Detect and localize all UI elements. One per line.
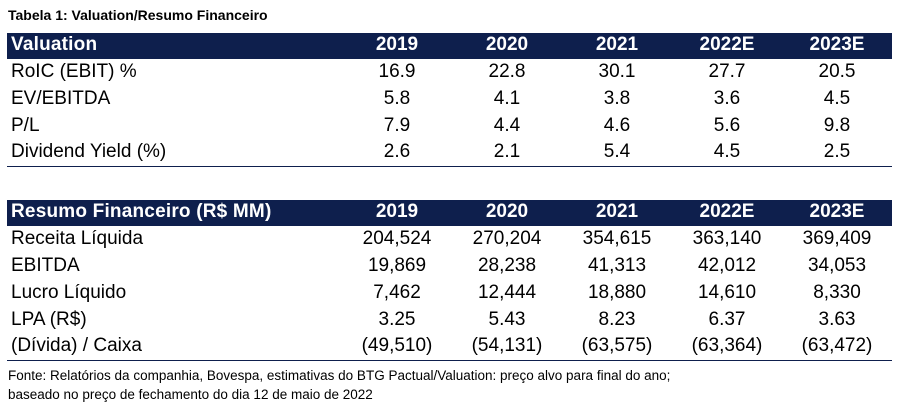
- table-row: RoIC (EBIT) % 16.9 22.8 30.1 27.7 20.5: [7, 58, 892, 85]
- valuation-header-year: 2019: [342, 33, 452, 59]
- row-label: P/L: [11, 114, 40, 136]
- table-row: EV/EBITDA 5.8 4.1 3.8 3.6 4.5: [7, 85, 892, 112]
- valuation-body: RoIC (EBIT) % 16.9 22.8 30.1 27.7 20.5 EV/EBIT…: [7, 58, 892, 167]
- financial-summary-table: Resumo Financeiro (R$ MM) 2019 2020 2021 202…: [7, 200, 892, 361]
- row-value: 9.8: [823, 114, 851, 136]
- row-label: Lucro Líquido: [11, 281, 127, 303]
- financial-summary-header-year: 2022E: [672, 200, 782, 226]
- row-value: 12,444: [477, 281, 537, 303]
- row-value: 2.1: [452, 139, 562, 167]
- table-row: (Dívida) / Caixa (49,510) (54,131) (63,575)…: [7, 333, 892, 361]
- row-value: 30.1: [598, 60, 636, 82]
- source-note-line-2: baseado no preço de fechamento do dia 12…: [8, 387, 373, 402]
- row-label: RoIC (EBIT) %: [11, 60, 137, 82]
- row-value: 5.8: [383, 87, 411, 109]
- row-value: 18,880: [587, 281, 647, 303]
- row-value: 20.5: [818, 60, 856, 82]
- financial-summary-header-year: 2023E: [782, 200, 892, 226]
- row-value: 6.37: [708, 308, 746, 330]
- row-value: 354,615: [582, 227, 652, 249]
- financial-summary-header-row: Resumo Financeiro (R$ MM) 2019 2020 2021 202…: [7, 200, 892, 226]
- row-value: 3.6: [713, 87, 741, 109]
- row-value: 2.5: [782, 139, 892, 167]
- row-label: LPA (R$): [11, 308, 87, 330]
- row-value: 3.25: [378, 308, 416, 330]
- table-row: EBITDA 19,869 28,238 41,313 42,012 34,053: [7, 252, 892, 279]
- row-value: 270,204: [472, 227, 542, 249]
- financial-summary-body: Receita Líquida 204,524 270,204 354,615 363,…: [7, 225, 892, 361]
- row-value: 3.63: [818, 308, 856, 330]
- financial-summary-header-year: 2019: [342, 200, 452, 226]
- row-label: EV/EBITDA: [11, 87, 111, 109]
- row-value: 16.9: [378, 60, 416, 82]
- row-value: 8,330: [813, 281, 861, 303]
- row-value: 34,053: [807, 254, 867, 276]
- table-caption: Tabela 1: Valuation/Resumo Financeiro: [8, 7, 268, 23]
- financial-summary-header-title: Resumo Financeiro (R$ MM): [7, 200, 342, 226]
- row-value: 28,238: [477, 254, 537, 276]
- row-value: 4.5: [672, 139, 782, 167]
- table-row: Receita Líquida 204,524 270,204 354,615 363,…: [7, 225, 892, 252]
- row-value: 4.4: [493, 114, 521, 136]
- valuation-header-row: Valuation 2019 2020 2021 2022E 2023E: [7, 33, 892, 59]
- row-value: 5.43: [488, 308, 526, 330]
- row-value: 27.7: [708, 60, 746, 82]
- row-value: 14,610: [697, 281, 757, 303]
- row-value: 7.9: [383, 114, 411, 136]
- row-value: 4.5: [823, 87, 851, 109]
- table-row: LPA (R$) 3.25 5.43 8.23 6.37 3.63: [7, 306, 892, 333]
- row-label: Dividend Yield (%): [7, 139, 342, 167]
- row-value: 42,012: [697, 254, 757, 276]
- row-value: 8.23: [598, 308, 636, 330]
- valuation-header-year: 2023E: [782, 33, 892, 59]
- row-value: 41,313: [587, 254, 647, 276]
- row-value: (49,510): [342, 333, 452, 361]
- row-value: 363,140: [692, 227, 762, 249]
- row-value: 5.6: [713, 114, 741, 136]
- table-row: Dividend Yield (%) 2.6 2.1 5.4 4.5 2.5: [7, 139, 892, 167]
- table-row: Lucro Líquido 7,462 12,444 18,880 14,610 8,33…: [7, 279, 892, 306]
- row-value: 369,409: [802, 227, 872, 249]
- row-value: 7,462: [373, 281, 421, 303]
- row-value: (63,472): [782, 333, 892, 361]
- row-value: 22.8: [488, 60, 526, 82]
- row-value: 3.8: [603, 87, 631, 109]
- row-value: 4.6: [603, 114, 631, 136]
- valuation-header-year: 2022E: [672, 33, 782, 59]
- valuation-table: Valuation 2019 2020 2021 2022E 2023E RoIC (EB…: [7, 33, 892, 167]
- row-value: (54,131): [452, 333, 562, 361]
- row-value: 204,524: [362, 227, 432, 249]
- row-value: 19,869: [367, 254, 427, 276]
- row-value: 4.1: [493, 87, 521, 109]
- financial-summary-header-year: 2020: [452, 200, 562, 226]
- valuation-header-year: 2021: [562, 33, 672, 59]
- row-label: EBITDA: [11, 254, 80, 276]
- row-value: (63,575): [562, 333, 672, 361]
- row-value: (63,364): [672, 333, 782, 361]
- source-note: Fonte: Relatórios da companhia, Bovespa,…: [8, 366, 670, 404]
- row-value: 5.4: [562, 139, 672, 167]
- row-label: Receita Líquida: [11, 227, 144, 249]
- row-label: (Dívida) / Caixa: [7, 333, 342, 361]
- table-row: P/L 7.9 4.4 4.6 5.6 9.8: [7, 112, 892, 139]
- financial-summary-header-year: 2021: [562, 200, 672, 226]
- valuation-header-title: Valuation: [7, 33, 342, 59]
- valuation-header-year: 2020: [452, 33, 562, 59]
- source-note-line-1: Fonte: Relatórios da companhia, Bovespa,…: [8, 368, 671, 383]
- row-value: 2.6: [342, 139, 452, 167]
